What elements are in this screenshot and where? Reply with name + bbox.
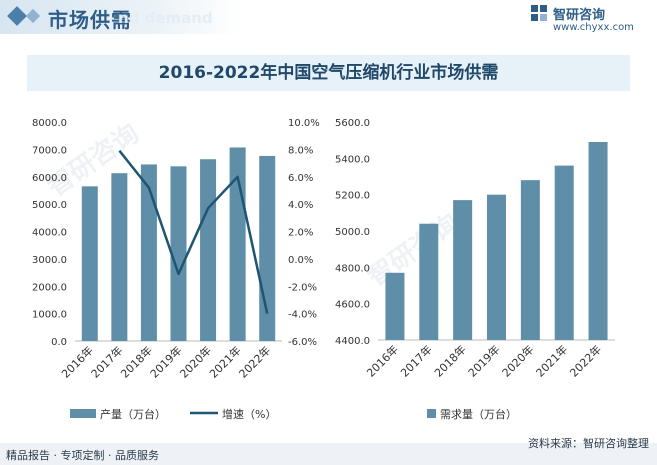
production-bar	[140, 164, 157, 341]
y-tick-label: 5200.0	[335, 191, 370, 202]
y-right-tick-label: -4.0%	[288, 310, 317, 321]
x-tick-label: 2022年	[567, 342, 604, 379]
x-tick-label: 2019年	[147, 343, 184, 380]
y-left-tick-label: 4000.0	[32, 228, 67, 239]
footer-source: 资料来源：智研咨询整理	[528, 437, 649, 450]
y-left-tick-label: 7000.0	[32, 145, 67, 156]
brand-url: www.chyxx.com	[553, 22, 634, 33]
page-header: 市场供需 nd demand 智研咨询 www.chyxx.com	[0, 0, 657, 40]
demand-bar	[554, 165, 574, 340]
y-tick-label: 5000.0	[335, 227, 370, 238]
y-right-tick-label: 10.0%	[288, 118, 320, 129]
y-left-tick-label: 3000.0	[32, 255, 67, 266]
page-subtitle: nd demand	[118, 9, 213, 27]
production-bar	[200, 159, 217, 341]
demand-bar	[520, 180, 540, 340]
header-banner	[0, 0, 240, 34]
y-left-tick-label: 0.0	[51, 337, 67, 348]
y-right-tick-label: 2.0%	[288, 228, 313, 239]
page-title: 市场供需	[48, 8, 132, 32]
y-tick-label: 5600.0	[335, 118, 370, 129]
chart-title-band: 2016-2022年中国空气压缩机行业市场供需	[27, 55, 630, 91]
y-right-tick-label: 8.0%	[288, 145, 313, 156]
x-tick-label: 2020年	[177, 343, 214, 380]
brand-logo-icon	[531, 5, 547, 21]
x-tick-label: 2018年	[431, 342, 468, 379]
x-tick-label: 2018年	[118, 343, 155, 380]
production-bar	[170, 166, 187, 341]
x-tick-label: 2021年	[206, 343, 243, 380]
chart-title: 2016-2022年中国空气压缩机行业市场供需	[158, 63, 499, 83]
y-right-tick-label: -6.0%	[288, 337, 317, 348]
y-right-tick-label: 0.0%	[288, 255, 313, 266]
production-bar	[81, 186, 98, 341]
page-footer: 精品报告 · 专项定制 · 品质服务 资料来源：智研咨询整理	[0, 437, 657, 465]
y-left-tick-label: 5000.0	[32, 200, 67, 211]
growth-line	[118, 149, 269, 314]
brand-logo-block: 智研咨询 www.chyxx.com	[531, 5, 641, 35]
footer-slogan: 精品报告 · 专项定制 · 品质服务	[6, 449, 159, 462]
y-left-tick-label: 2000.0	[32, 282, 67, 293]
legend-label-demand: 需求量（万台）	[440, 407, 517, 421]
y-tick-label: 4800.0	[335, 263, 370, 274]
demand-bar	[385, 272, 405, 340]
x-tick-label: 2022年	[236, 343, 273, 380]
legend-label-production: 产量（万台）	[100, 407, 166, 421]
y-tick-label: 5400.0	[335, 154, 370, 165]
legend-label-growth: 增速（%）	[222, 407, 276, 421]
y-right-tick-label: -2.0%	[288, 282, 317, 293]
demand-bar	[588, 141, 608, 340]
brand-name: 智研咨询	[553, 8, 606, 23]
x-tick-label: 2016年	[364, 342, 401, 379]
x-tick-label: 2017年	[88, 343, 125, 380]
y-right-tick-label: 4.0%	[288, 200, 313, 211]
legend-swatch-production	[70, 409, 96, 418]
x-tick-label: 2017年	[397, 342, 434, 379]
demand-bar	[487, 194, 506, 340]
legend-swatch-demand	[427, 409, 436, 418]
y-tick-label: 4400.0	[335, 336, 370, 347]
x-tick-label: 2016年	[58, 343, 95, 380]
production-bar	[111, 173, 128, 341]
y-left-tick-label: 1000.0	[32, 310, 67, 321]
y-left-tick-label: 8000.0	[32, 118, 67, 129]
x-tick-label: 2021年	[533, 342, 570, 379]
demand-bar	[419, 223, 439, 340]
x-tick-label: 2019年	[465, 342, 502, 379]
y-right-tick-label: 6.0%	[288, 173, 313, 184]
y-tick-label: 4600.0	[335, 300, 370, 311]
demand-bar	[453, 200, 473, 340]
x-tick-label: 2020年	[499, 342, 536, 379]
y-left-tick-label: 6000.0	[32, 173, 67, 184]
